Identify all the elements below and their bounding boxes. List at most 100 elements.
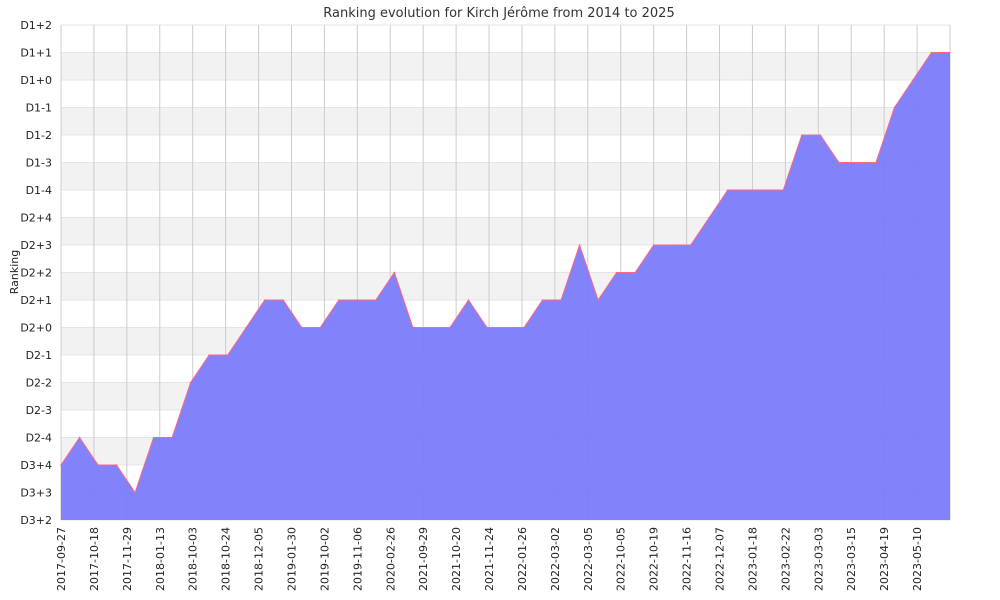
x-tick-label: 2021-09-29 xyxy=(417,527,430,591)
data-point xyxy=(226,354,229,356)
x-tick-label: 2023-03-15 xyxy=(845,527,858,591)
data-point xyxy=(208,354,210,356)
x-tick-label: 2021-10-20 xyxy=(450,527,463,591)
data-point xyxy=(745,189,748,191)
data-point xyxy=(930,51,933,54)
data-point xyxy=(523,326,525,329)
data-point xyxy=(763,189,766,191)
data-point xyxy=(171,436,173,439)
data-point xyxy=(819,134,822,136)
data-point xyxy=(282,299,285,301)
x-tick-label: 2017-11-29 xyxy=(121,527,134,591)
y-tick-label: D2-2 xyxy=(26,377,52,390)
grid-band xyxy=(61,80,950,108)
data-point xyxy=(949,51,951,54)
y-tick-label: D1+0 xyxy=(20,74,52,87)
x-tick-label: 2022-11-16 xyxy=(681,527,694,591)
y-tick-label: D3+3 xyxy=(20,487,52,500)
x-tick-label: 2019-01-30 xyxy=(285,527,298,591)
data-point xyxy=(152,436,155,439)
data-point xyxy=(893,106,896,109)
x-tick-label: 2018-01-13 xyxy=(154,527,167,591)
y-tick-label: D2-3 xyxy=(26,404,52,417)
grid-band xyxy=(61,107,950,135)
x-tick-label: 2022-12-07 xyxy=(714,527,727,591)
data-point xyxy=(78,436,81,439)
chart-title: Ranking evolution for Kirch Jérôme from … xyxy=(323,6,674,21)
data-point xyxy=(300,326,303,329)
y-tick-label: D2+1 xyxy=(20,294,52,307)
data-point xyxy=(560,299,562,301)
data-point xyxy=(467,299,470,301)
y-tick-label: D2+3 xyxy=(20,239,52,252)
x-tick-label: 2019-10-02 xyxy=(318,527,331,591)
x-tick-label: 2023-03-03 xyxy=(812,527,825,591)
y-tick-label: D2+2 xyxy=(20,267,52,280)
x-tick-label: 2017-09-27 xyxy=(55,527,68,591)
x-tick-label: 2018-12-05 xyxy=(253,527,266,591)
data-point xyxy=(115,464,118,466)
data-point xyxy=(875,161,877,164)
data-point xyxy=(134,491,136,494)
data-point xyxy=(338,299,340,301)
data-point xyxy=(356,299,359,301)
y-tick-label: D2+4 xyxy=(20,212,52,225)
x-tick-label: 2017-10-18 xyxy=(88,527,101,591)
data-point xyxy=(504,326,507,329)
y-tick-label: D1-3 xyxy=(26,157,52,170)
y-tick-label: D2+0 xyxy=(20,322,52,335)
data-point xyxy=(189,381,192,384)
grid-band xyxy=(61,52,950,80)
data-point xyxy=(263,299,266,301)
y-tick-label: D1-1 xyxy=(26,102,52,115)
y-axis-label: Ranking xyxy=(8,250,21,295)
data-point xyxy=(801,134,803,136)
y-tick-label: D1-2 xyxy=(26,129,52,142)
data-point xyxy=(375,299,377,301)
x-tick-label: 2023-01-18 xyxy=(746,527,759,591)
ranking-area xyxy=(61,52,950,520)
data-point xyxy=(578,244,581,246)
data-point xyxy=(652,244,655,246)
x-tick-label: 2022-03-05 xyxy=(582,527,595,591)
x-tick-label: 2023-05-10 xyxy=(911,527,924,591)
data-point xyxy=(782,189,785,191)
data-point xyxy=(541,299,544,301)
y-tick-label: D2-1 xyxy=(26,349,52,362)
x-tick-labels: 2017-09-27 2017-10-18 2017-11-29 2018-01-13… xyxy=(55,527,924,591)
data-point xyxy=(671,244,673,246)
data-point xyxy=(430,326,433,329)
x-tick-label: 2022-10-19 xyxy=(648,527,661,591)
data-point xyxy=(912,79,914,81)
y-tick-label: D1-4 xyxy=(26,184,52,197)
data-point xyxy=(319,326,322,329)
data-point xyxy=(689,244,692,246)
x-tick-label: 2019-11-06 xyxy=(351,527,364,591)
x-tick-label: 2022-03-02 xyxy=(549,527,562,591)
x-tick-label: 2020-02-26 xyxy=(384,527,397,591)
y-tick-label: D3+4 xyxy=(20,459,52,472)
data-point xyxy=(245,326,248,329)
y-tick-labels: D3+2 D3+3 D3+4 D2-4 D2-3 D2-2 D2-1 D2+0 D2+1 D2+2… xyxy=(20,19,52,527)
data-point xyxy=(393,271,396,274)
x-tick-label: 2023-02-22 xyxy=(779,527,792,591)
y-tick-label: D1+2 xyxy=(20,19,52,32)
data-point xyxy=(597,299,599,301)
data-point xyxy=(726,189,729,191)
x-tick-label: 2018-10-03 xyxy=(187,527,200,591)
y-tick-label: D2-4 xyxy=(26,432,52,445)
data-point xyxy=(412,326,414,329)
data-point xyxy=(634,271,636,274)
data-point xyxy=(856,161,859,164)
y-tick-label: D3+2 xyxy=(20,514,52,527)
x-tick-label: 2022-10-05 xyxy=(615,527,628,591)
data-points xyxy=(60,51,951,494)
data-point xyxy=(97,464,99,466)
y-tick-label: D1+1 xyxy=(20,47,52,60)
x-tick-label: 2018-10-24 xyxy=(220,527,233,591)
data-point xyxy=(60,464,62,466)
x-tick-label: 2022-01-26 xyxy=(516,527,529,591)
data-point xyxy=(615,271,618,274)
data-point xyxy=(486,326,488,329)
